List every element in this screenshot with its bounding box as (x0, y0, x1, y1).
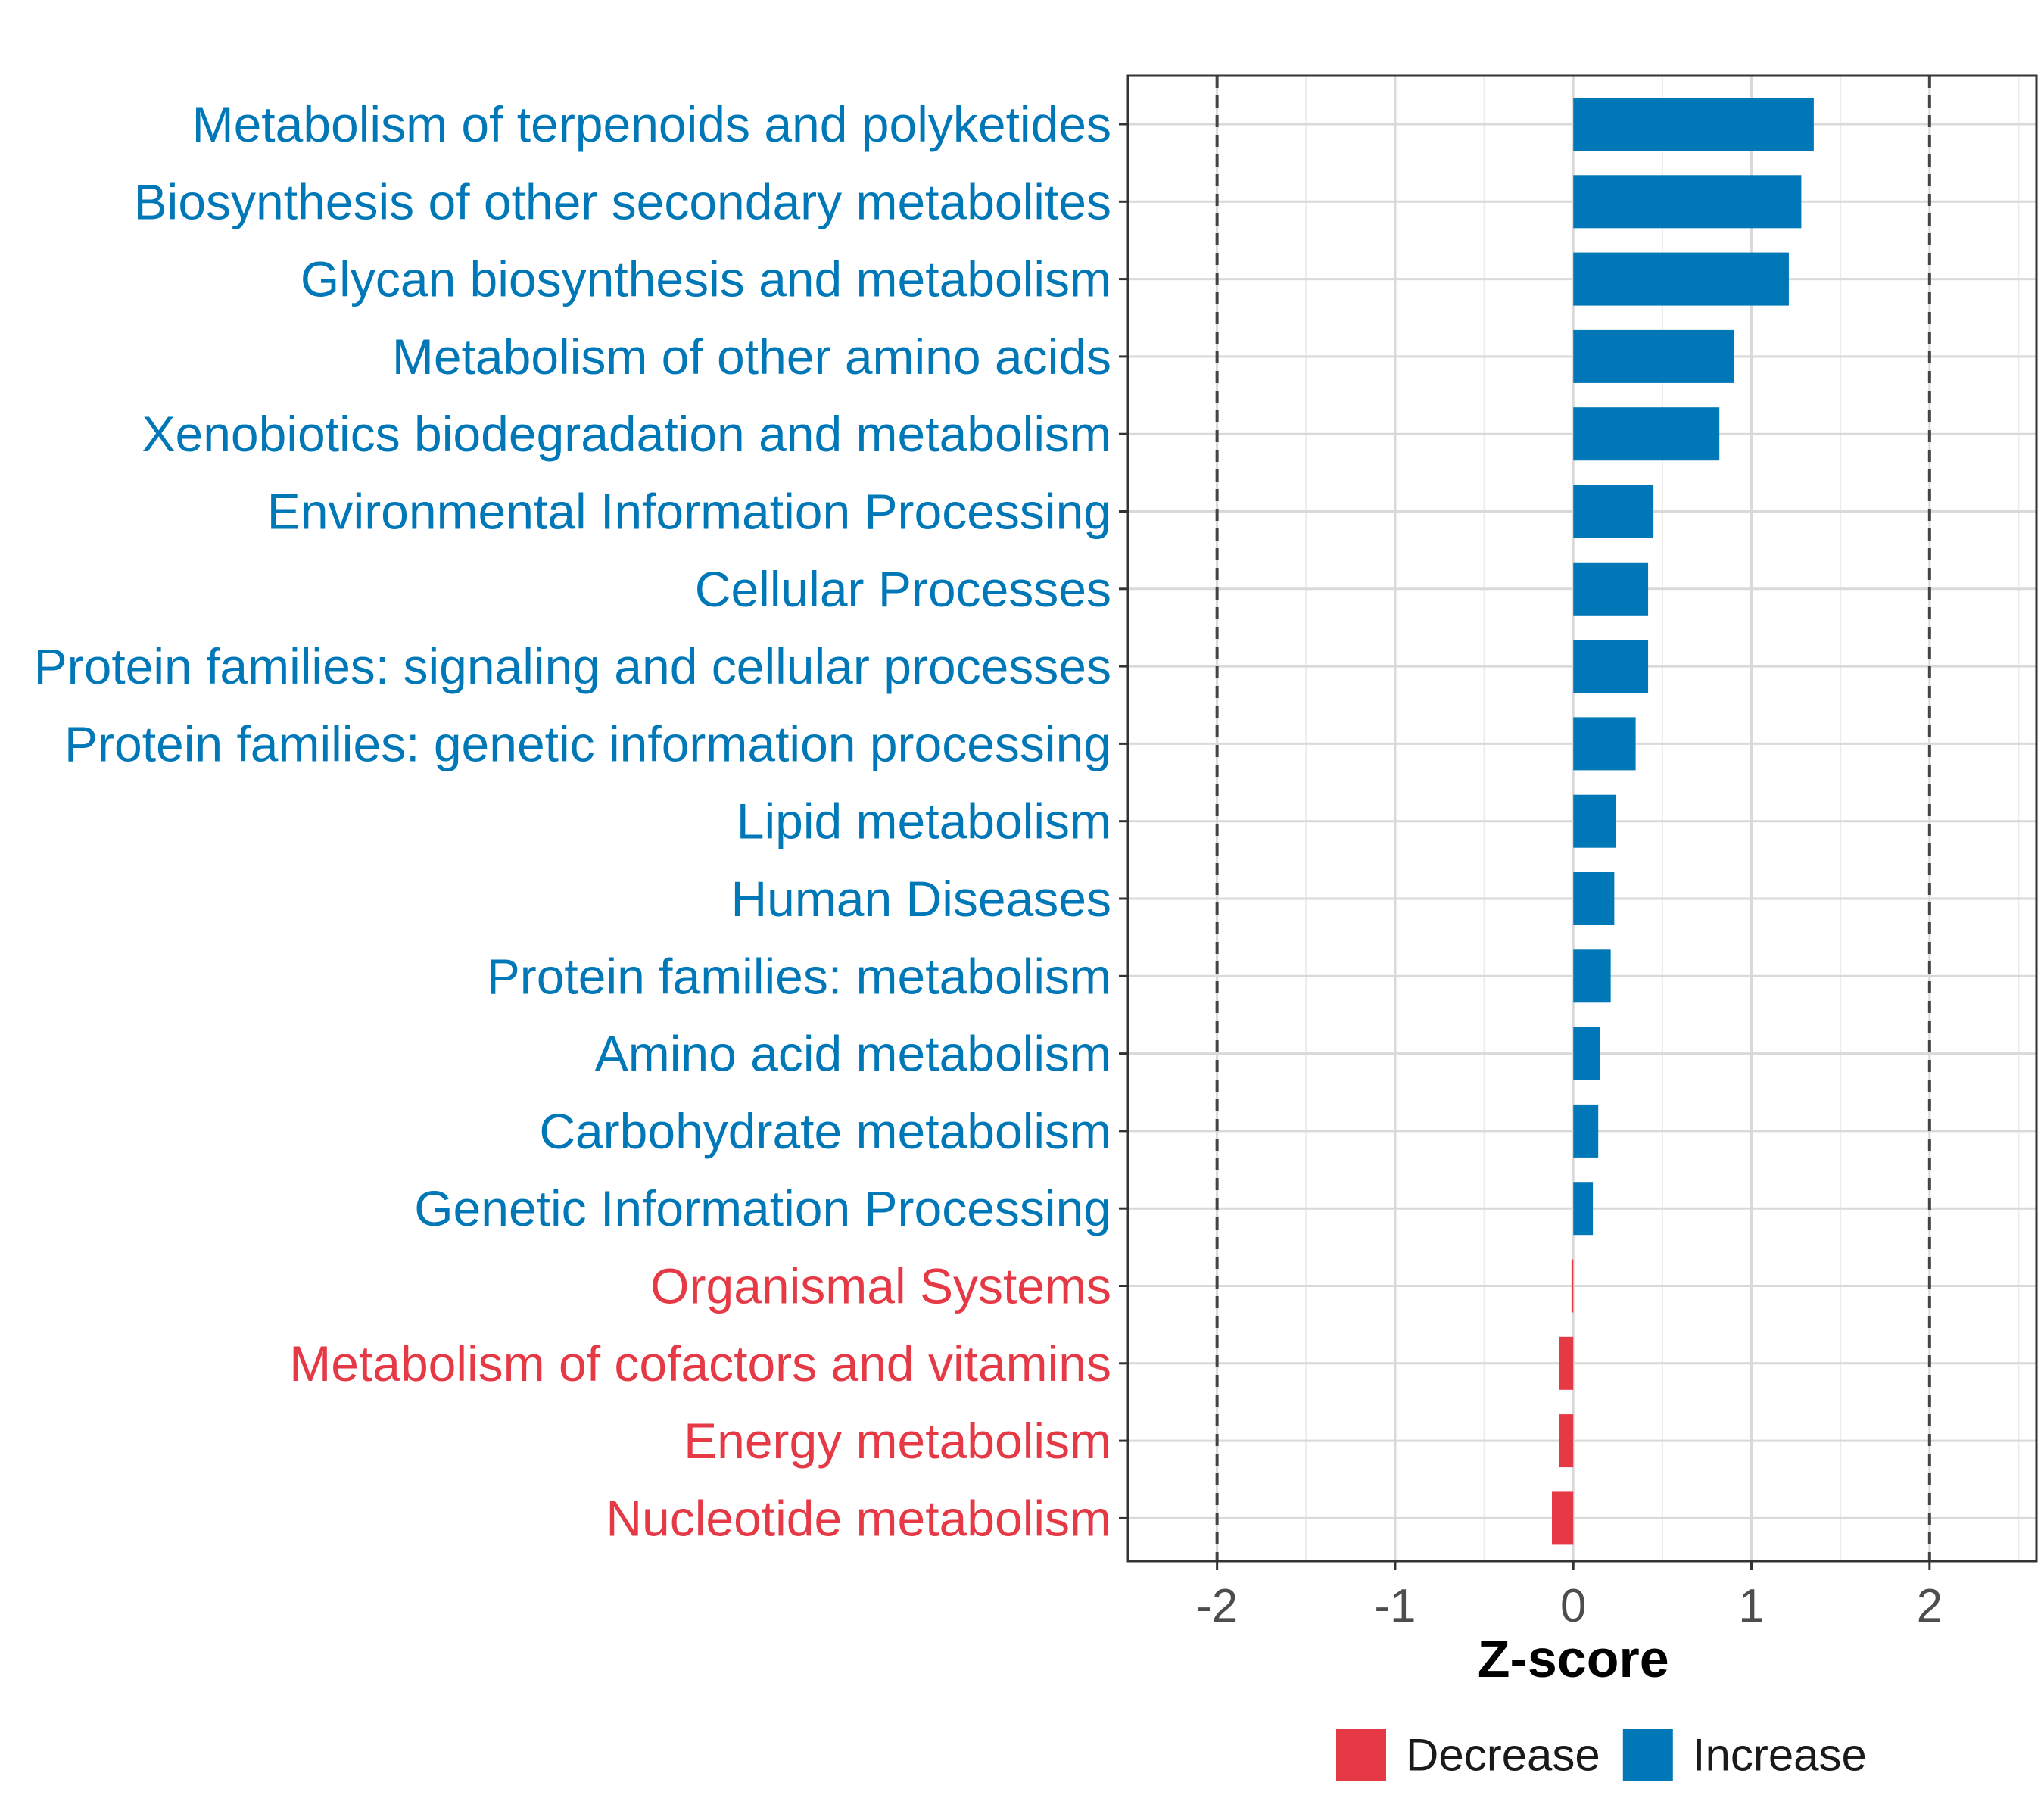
bar (1573, 1182, 1594, 1236)
x-ticks: -2 -1 0 1 2 (1196, 1561, 1943, 1632)
category-label: Protein families: signaling and cellular… (34, 638, 1111, 694)
legend-swatch (1622, 1729, 1673, 1781)
category-label: Metabolism of other amino acids (392, 329, 1111, 385)
x-axis-title: Z-score (1478, 1629, 1669, 1688)
category-label: Carbohydrate metabolism (539, 1103, 1111, 1159)
legend-label: Increase (1693, 1730, 1867, 1781)
x-tick-label: 0 (1560, 1580, 1586, 1632)
bar (1559, 1336, 1574, 1390)
y-ticks (1119, 123, 1128, 1519)
category-label: Metabolism of cofactors and vitamins (289, 1335, 1111, 1392)
bar (1573, 485, 1654, 538)
bar (1573, 717, 1636, 771)
bar (1573, 252, 1789, 306)
bar (1573, 175, 1802, 229)
legend-item: Decrease (1336, 1729, 1600, 1781)
bar (1573, 640, 1649, 693)
category-label: Glycan biosynthesis and metabolism (301, 251, 1111, 307)
category-label: Organismal Systems (650, 1258, 1111, 1314)
plot-frame (1126, 74, 2038, 1563)
bar (1573, 407, 1720, 461)
category-label: Energy metabolism (684, 1413, 1111, 1469)
bar (1573, 1027, 1600, 1080)
bar (1552, 1491, 1574, 1545)
bar (1571, 1259, 1574, 1313)
bar (1573, 1104, 1599, 1158)
bar (1573, 872, 1615, 925)
legend-item: Increase (1622, 1729, 1867, 1781)
category-label: Lipid metabolism (737, 793, 1111, 849)
legend-swatch (1336, 1729, 1386, 1781)
category-label: Amino acid metabolism (595, 1026, 1111, 1082)
x-tick-label: -1 (1374, 1580, 1416, 1632)
category-label: Protein families: metabolism (487, 948, 1111, 1004)
threshold-lines (1215, 76, 1931, 1561)
x-tick-label: 1 (1738, 1580, 1764, 1632)
bar (1573, 562, 1649, 616)
category-label: Xenobiotics biodegradation and metabolis… (142, 406, 1112, 462)
bar (1573, 329, 1734, 383)
bar (1573, 949, 1611, 1003)
category-labels: Metabolism of terpenoids and polyketides… (34, 96, 1111, 1546)
category-label: Protein families: genetic information pr… (64, 715, 1111, 771)
category-label: Environmental Information Processing (267, 484, 1111, 540)
category-label: Biosynthesis of other secondary metaboli… (134, 173, 1111, 229)
category-label: Human Diseases (731, 871, 1111, 927)
category-label: Genetic Information Processing (414, 1180, 1111, 1236)
x-tick-label: -2 (1196, 1580, 1238, 1632)
category-label: Cellular Processes (695, 561, 1111, 617)
bar (1573, 98, 1814, 151)
bar (1573, 794, 1616, 848)
category-label: Nucleotide metabolism (606, 1490, 1111, 1546)
bars (1552, 98, 1814, 1545)
x-tick-label: 2 (1917, 1580, 1943, 1632)
category-label: Metabolism of terpenoids and polyketides (192, 96, 1111, 152)
legend: Decrease Increase (1336, 1729, 1867, 1781)
legend-label: Decrease (1406, 1730, 1600, 1781)
bar (1559, 1414, 1574, 1468)
